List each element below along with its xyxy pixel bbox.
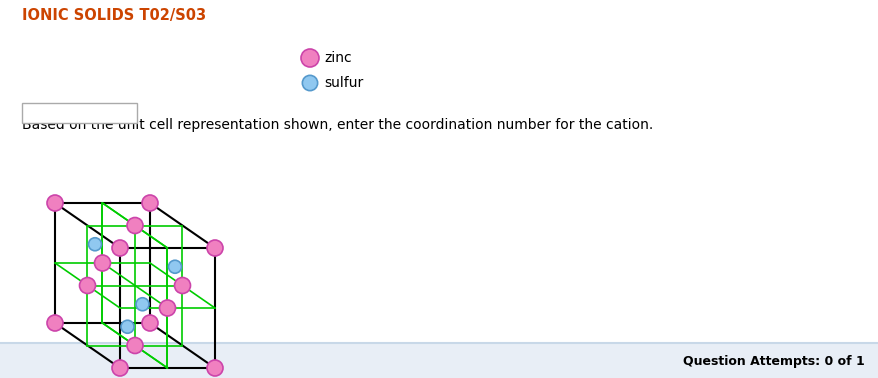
Ellipse shape [121,320,133,333]
Ellipse shape [112,360,128,376]
Ellipse shape [47,195,63,211]
Text: zinc: zinc [324,51,351,65]
Ellipse shape [126,338,143,353]
Ellipse shape [89,238,101,251]
Ellipse shape [206,240,223,256]
Ellipse shape [126,217,143,234]
FancyBboxPatch shape [0,343,878,378]
Text: Based on the unit cell representation shown, enter the coordination number for t: Based on the unit cell representation sh… [22,118,652,132]
Ellipse shape [79,277,96,293]
Ellipse shape [142,315,158,331]
Text: sulfur: sulfur [324,76,363,90]
Text: IONIC SOLIDS T02/S03: IONIC SOLIDS T02/S03 [22,8,205,23]
Text: Question Attempts: 0 of 1: Question Attempts: 0 of 1 [682,355,864,367]
FancyBboxPatch shape [22,103,137,123]
Ellipse shape [95,255,111,271]
Ellipse shape [169,260,181,273]
Ellipse shape [47,315,63,331]
Ellipse shape [142,195,158,211]
Ellipse shape [206,360,223,376]
Ellipse shape [175,277,191,293]
Ellipse shape [300,49,319,67]
Ellipse shape [136,298,149,311]
Ellipse shape [112,240,128,256]
Ellipse shape [302,75,317,91]
Ellipse shape [159,300,176,316]
